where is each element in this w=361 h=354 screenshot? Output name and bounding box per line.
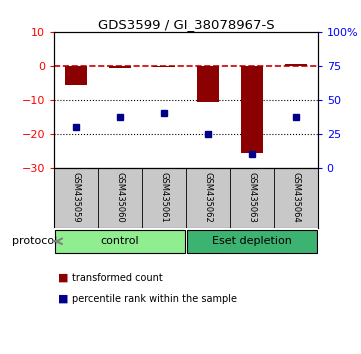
- Bar: [55, 230, 185, 253]
- Text: protocol: protocol: [12, 236, 57, 246]
- Bar: [153, 66, 175, 67]
- Text: GSM435061: GSM435061: [160, 172, 169, 223]
- Text: GSM435062: GSM435062: [203, 172, 212, 223]
- Text: GSM435060: GSM435060: [116, 172, 125, 223]
- Text: GSM435064: GSM435064: [291, 172, 300, 223]
- Bar: [187, 230, 317, 253]
- Bar: [197, 66, 219, 102]
- Text: Eset depletion: Eset depletion: [212, 236, 292, 246]
- Text: GSM435059: GSM435059: [71, 172, 81, 223]
- Bar: [241, 66, 263, 153]
- Bar: [285, 64, 307, 66]
- Text: ■: ■: [58, 294, 68, 304]
- Text: ■: ■: [58, 273, 68, 282]
- Bar: [109, 66, 131, 68]
- Text: transformed count: transformed count: [72, 273, 163, 282]
- Bar: [65, 66, 87, 85]
- Text: percentile rank within the sample: percentile rank within the sample: [72, 294, 237, 304]
- Title: GDS3599 / GI_38078967-S: GDS3599 / GI_38078967-S: [97, 18, 274, 31]
- Text: control: control: [101, 236, 139, 246]
- Text: GSM435063: GSM435063: [247, 172, 256, 223]
